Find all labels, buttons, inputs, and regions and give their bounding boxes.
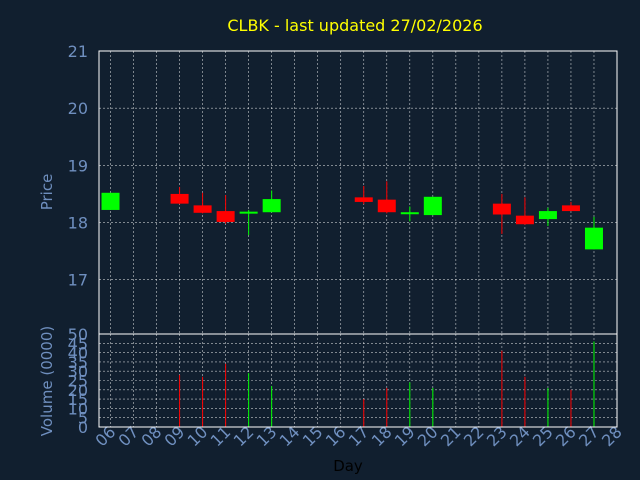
price-candles [101,181,603,250]
candle-day-24 [515,197,534,225]
candle-body [515,215,534,225]
candle-day-10 [193,192,212,214]
volume-axis-label: Volume (0000) [38,326,56,436]
candle-day-13 [262,190,281,213]
candle-body [262,199,281,213]
candle-body [423,196,442,216]
price-y-tick-label: 18 [68,214,88,233]
day-axis-label: Day [333,457,363,475]
volume-y-tick-label: 0 [78,418,88,437]
volume-y-tick-label: 20 [68,381,88,400]
candle-body [561,205,580,212]
price-y-tick-label: 20 [68,99,88,118]
price-y-tick-label: 17 [68,271,88,290]
price-plot-frame [98,50,618,335]
candle-body [492,203,511,215]
volume-y-tick-label: 30 [68,362,88,381]
volume-y-tick-label: 50 [68,325,88,344]
candle-body [101,192,120,210]
candle-day-19 [400,206,419,222]
candle-body [538,211,557,220]
volume-y-tick-label: 25 [68,372,88,391]
candle-body [400,212,419,215]
chart-title: CLBK - last updated 27/02/2026 [227,16,482,35]
candle-body [239,211,258,214]
candle-day-23 [492,193,511,234]
candle-day-26 [561,201,580,212]
candle-day-17 [354,185,373,205]
price-gridlines [99,50,618,334]
price-axis-label: Price [38,174,56,211]
volume-bars [179,341,595,427]
candle-day-6 [101,192,120,210]
candle-day-11 [216,195,235,224]
candle-day-9 [170,187,189,205]
candle-body [377,199,396,213]
price-panel: 17 18 19 20 21 Price [38,42,618,335]
price-y-tick-labels: 17 18 19 20 21 [68,42,88,290]
volume-gridlines [99,333,618,428]
candle-day-25 [538,207,557,226]
volume-y-tick-label: 35 [68,353,88,372]
candle-day-12 [239,209,258,236]
candle-body [354,197,373,202]
candle-day-18 [377,181,396,214]
price-y-tick-label: 19 [68,156,88,175]
candle-day-20 [423,196,442,216]
candle-body [170,193,189,204]
volume-y-tick-label: 10 [68,399,88,418]
volume-y-tick-label: 15 [68,390,88,409]
volume-y-tick-label: 45 [68,334,88,353]
candle-body [584,227,603,250]
candle-body [216,211,235,222]
volume-plot-frame [98,333,618,428]
candle-body [193,205,212,213]
candle-day-27 [584,216,603,250]
volume-y-tick-label: 40 [68,344,88,363]
price-y-tick-label: 21 [68,42,88,61]
volume-y-tick-label: 5 [78,409,88,428]
